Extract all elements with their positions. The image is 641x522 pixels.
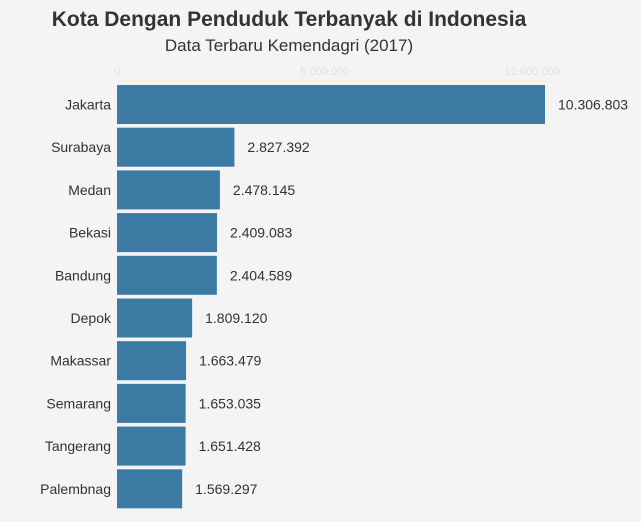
value-label: 1.651.428 [199, 438, 261, 454]
category-label: Makassar [50, 353, 111, 369]
category-label: Bekasi [69, 225, 111, 241]
x-tick-label: 5.000.000 [300, 66, 349, 78]
category-label: Medan [68, 182, 111, 198]
category-label: Jakarta [65, 97, 111, 113]
category-label: Bandung [55, 267, 111, 283]
bar [117, 170, 220, 210]
category-label: Semarang [46, 395, 111, 411]
x-tick-label: 0 [114, 66, 120, 78]
chart-title: Kota Dengan Penduduk Terbanyak di Indone… [51, 8, 527, 31]
value-label: 2.404.589 [230, 267, 292, 283]
bar [117, 383, 186, 423]
value-label: 2.409.083 [230, 225, 292, 241]
bar [117, 426, 186, 466]
bar [117, 255, 217, 295]
category-label: Depok [71, 310, 112, 326]
category-label: Surabaya [51, 139, 111, 155]
value-label: 2.478.145 [233, 182, 295, 198]
category-label: Tangerang [45, 438, 111, 454]
category-label: Palembnag [40, 481, 111, 497]
bar [117, 469, 183, 509]
x-tick-label: 10.000.000 [505, 66, 560, 78]
value-label: 1.663.479 [199, 353, 261, 369]
bar [117, 85, 545, 124]
bar [117, 341, 187, 381]
bar [117, 298, 193, 338]
value-label: 10.306.803 [558, 97, 628, 113]
bar [117, 213, 218, 253]
value-label: 1.809.120 [205, 310, 267, 326]
value-label: 1.569.297 [195, 481, 257, 497]
value-label: 2.827.392 [247, 139, 309, 155]
chart-subtitle: Data Terbaru Kemendagri (2017) [164, 36, 414, 55]
bar [117, 127, 235, 167]
value-label: 1.653.035 [199, 395, 261, 411]
